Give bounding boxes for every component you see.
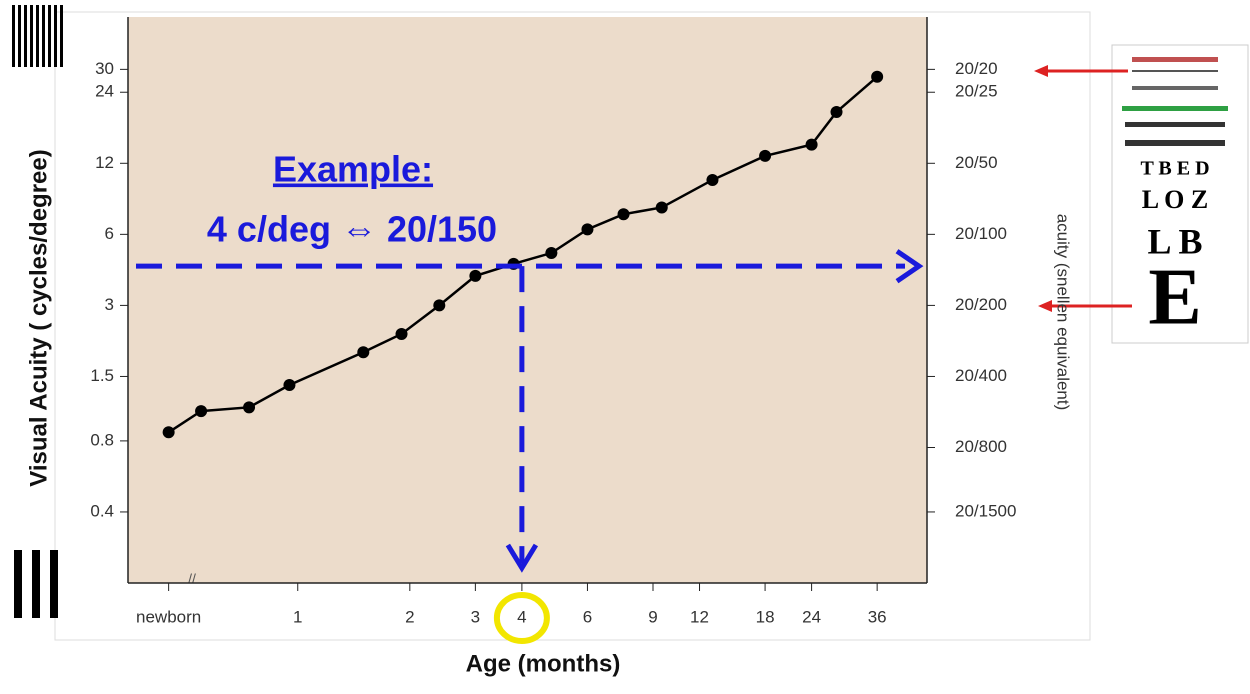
data-point <box>618 208 630 220</box>
y-tick-label: 3 <box>105 295 114 314</box>
eye-chart: T B E D L O Z L B E <box>1112 45 1248 343</box>
y2-axis-title: acuity (snellen equivalent) <box>1054 214 1073 411</box>
y2-tick-label: 20/200 <box>955 295 1007 314</box>
y-tick-label: 6 <box>105 224 114 243</box>
x-tick-label: 4 <box>517 607 526 626</box>
y2-tick-label: 20/50 <box>955 153 998 172</box>
axis-break: // <box>188 571 196 587</box>
data-point <box>195 405 207 417</box>
x-tick-label: 36 <box>868 607 887 626</box>
grating-coarse <box>14 550 58 618</box>
data-point <box>806 139 818 151</box>
eye-chart-row: E <box>1148 253 1201 341</box>
data-point <box>581 223 593 235</box>
y2-tick-label: 20/20 <box>955 59 998 78</box>
data-point <box>871 71 883 83</box>
data-point <box>243 401 255 413</box>
x-tick-label: newborn <box>136 607 201 626</box>
data-point <box>831 106 843 118</box>
data-point <box>469 270 481 282</box>
annotation-text: 4 c/deg ⇔ 20/150 <box>207 209 497 250</box>
x-tick-label: 6 <box>583 607 592 626</box>
data-point <box>433 299 445 311</box>
y-tick-label: 12 <box>95 153 114 172</box>
data-point <box>545 247 557 259</box>
y-tick-label: 30 <box>95 59 114 78</box>
data-point <box>706 174 718 186</box>
data-point <box>163 426 175 438</box>
data-point <box>283 379 295 391</box>
grating-fine <box>12 5 63 67</box>
x-tick-label: 12 <box>690 607 709 626</box>
y2-tick-label: 20/400 <box>955 366 1007 385</box>
chart: T B E D L O Z L B E Age (months) Visual … <box>0 0 1250 689</box>
x-tick-label: 18 <box>756 607 775 626</box>
data-point <box>656 201 668 213</box>
y2-tick-label: 20/100 <box>955 224 1007 243</box>
x-tick-label: 3 <box>471 607 480 626</box>
x-tick-label: 2 <box>405 607 414 626</box>
y2-tick-label: 20/25 <box>955 82 998 101</box>
x-tick-label: 9 <box>648 607 657 626</box>
x-axis-title: Age (months) <box>466 650 621 677</box>
x-tick-label: 1 <box>293 607 302 626</box>
data-point <box>357 346 369 358</box>
y2-tick-label: 20/800 <box>955 437 1007 456</box>
y-tick-label: 1.5 <box>90 366 114 385</box>
y-tick-label: 24 <box>95 82 114 101</box>
y-tick-label: 0.8 <box>90 430 114 449</box>
y-tick-label: 0.4 <box>90 501 114 520</box>
data-point <box>759 150 771 162</box>
annotation-title: Example: <box>273 149 433 190</box>
eye-chart-row: L O Z <box>1142 185 1208 214</box>
x-tick-label: 24 <box>802 607 821 626</box>
page: T B E D L O Z L B E Age (months) Visual … <box>0 0 1250 689</box>
y2-tick-label: 20/1500 <box>955 501 1016 520</box>
eye-chart-row: T B E D <box>1140 158 1209 180</box>
plot-area <box>128 17 927 583</box>
data-point <box>396 328 408 340</box>
y-axis-title: Visual Acuity ( cycles/degree) <box>25 149 52 487</box>
